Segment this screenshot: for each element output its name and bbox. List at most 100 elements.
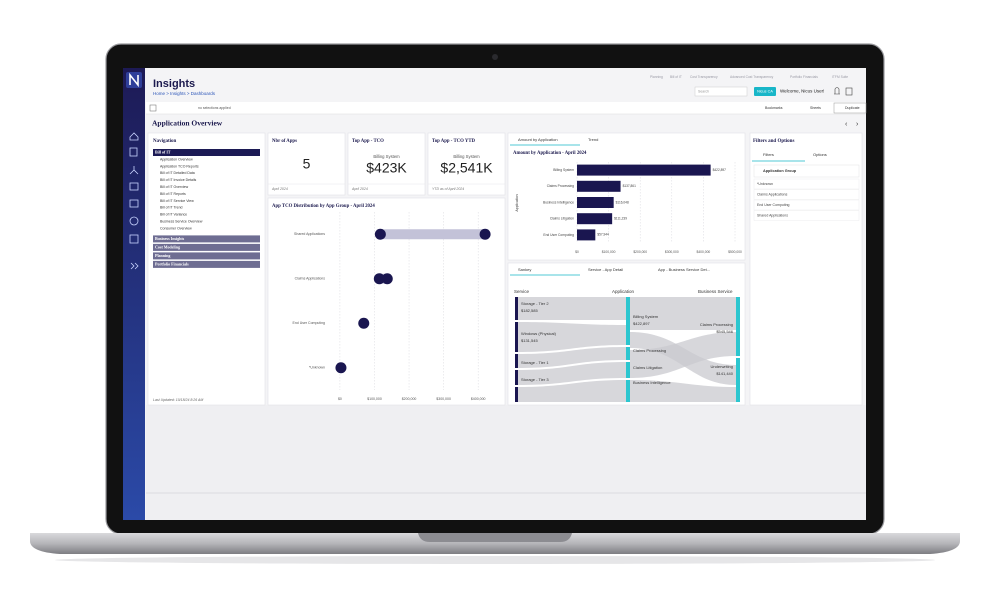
sankey-label: $141,440	[716, 371, 733, 376]
kpi-value: $2,541K	[440, 160, 493, 176]
nav-item[interactable]: Bill of IT Overview	[160, 185, 189, 189]
nav-item[interactable]: Bill of IT Reports	[160, 192, 186, 196]
kpi-value: $423K	[366, 160, 407, 176]
nav-item[interactable]: Bill of IT Detailed Data	[160, 171, 195, 175]
sankey-label: Claims Processing	[700, 322, 733, 327]
top-nav-item[interactable]: ITFM Suite	[832, 75, 848, 79]
user-badge[interactable]	[754, 87, 776, 96]
duplicate-button[interactable]	[833, 102, 867, 114]
icon-table[interactable]	[129, 199, 139, 208]
sankey-label: Underwriting	[711, 364, 733, 369]
tab-amount[interactable]: Amount by Application	[518, 137, 558, 142]
search-box[interactable]	[694, 86, 748, 97]
filter-item[interactable]	[753, 178, 860, 190]
node	[626, 380, 630, 402]
sankey-labels: Storage - Tier 2 $182,585 Windows (Physi…	[521, 301, 734, 385]
dot-chart: $0 $100,000 $200,000 $300,000 $400,000 Shared…	[293, 212, 491, 401]
nav-section[interactable]	[153, 243, 260, 251]
nav-item[interactable]: Bill of IT Variance	[160, 213, 187, 217]
nav-item[interactable]: Bill of IT Invoice Details	[160, 178, 197, 182]
next-sheet[interactable]: ›	[856, 121, 859, 128]
options-tab[interactable]: Options	[813, 152, 827, 157]
nav-section-label: Cost Modeling	[155, 245, 180, 250]
bar-chart-title: Amount by Application - April 2024	[513, 151, 587, 156]
tab-trend[interactable]: Trend	[588, 137, 598, 142]
filter-item-label: End User Computing	[757, 203, 790, 207]
icon-expand[interactable]	[130, 262, 139, 270]
y-tick-label: Claims Litigation	[550, 217, 574, 221]
welcome: Welcome, Nicus User!	[780, 89, 824, 94]
sankey-column: Application	[612, 289, 635, 294]
top-nav-item[interactable]: Planning	[650, 75, 663, 79]
icon-home[interactable]	[129, 132, 139, 141]
nav-section[interactable]	[153, 260, 260, 268]
breadcrumb[interactable]: Home > Insights > Dashboards	[153, 91, 216, 96]
top-nav-item[interactable]: Cost Transparency	[690, 75, 718, 79]
filters-panel	[749, 132, 863, 406]
filter-group[interactable]	[753, 164, 860, 178]
dot	[374, 228, 386, 240]
y-tick-label: *Unknown	[309, 366, 325, 370]
top-nav-item[interactable]: Portfolio Financials	[790, 75, 818, 79]
icon-calendar[interactable]	[129, 234, 139, 244]
sankey-tab[interactable]: Service - App Detail	[588, 267, 623, 272]
flow	[518, 322, 626, 352]
x-tick-label: $100,000	[602, 250, 616, 254]
nav-section[interactable]	[153, 149, 260, 156]
user-badge-text: Nicus CA	[757, 90, 773, 94]
node	[515, 322, 518, 352]
nav-item[interactable]: Application Overview	[160, 157, 193, 161]
nav-item[interactable]: Bill of IT Service View	[160, 199, 194, 203]
nav-item[interactable]: Consumer Overview	[160, 226, 192, 230]
flow	[630, 380, 736, 402]
selection-status: no selections applied	[198, 106, 231, 110]
nav-section[interactable]	[153, 252, 260, 260]
icon-doc[interactable]	[129, 147, 138, 157]
toolbar	[146, 102, 866, 114]
sheets[interactable]: Sheets	[810, 106, 821, 110]
sankey-label: Claims Litigation	[633, 365, 662, 370]
top-nav-item[interactable]: Advanced Cost Transparency	[730, 75, 774, 79]
camera	[492, 54, 498, 60]
top-nav-item[interactable]: Bill of IT	[670, 75, 682, 79]
x-tick-label: $200,000	[402, 397, 417, 401]
filter-item[interactable]	[753, 210, 860, 221]
kpi-title: Top App - TCO	[352, 139, 384, 144]
sankey-label: Business Intelligence	[633, 380, 671, 385]
kpi-card	[347, 132, 426, 196]
nav-item[interactable]: Business Service Overview	[160, 220, 203, 224]
node	[626, 347, 630, 360]
bell-icon[interactable]	[834, 87, 840, 95]
flow	[518, 362, 626, 385]
filter-items: *Unknown Claims Applications End User Comp…	[753, 178, 860, 221]
y-tick-label: Billing System	[553, 168, 574, 172]
page-title: Application Overview	[152, 119, 223, 128]
filters-title: Filters and Options	[753, 139, 794, 144]
sankey-label: Storage - Tier 2	[521, 301, 549, 306]
x-tick-label: $400,000	[471, 397, 486, 401]
bookmarks[interactable]: Bookmarks	[765, 106, 783, 110]
icon-tree[interactable]	[129, 166, 139, 175]
sankey-tab[interactable]: Sankey	[518, 267, 531, 272]
nav-section[interactable]	[153, 235, 260, 243]
sankey-label: Billing System	[633, 314, 659, 319]
icon-chart[interactable]	[129, 182, 139, 191]
selection-icon[interactable]	[149, 104, 157, 112]
sankey-label: $422,897	[633, 321, 650, 326]
prev-sheet[interactable]: ‹	[845, 121, 848, 128]
filter-item[interactable]	[753, 199, 860, 211]
filters-tab[interactable]: Filters	[763, 152, 774, 157]
sankey-label: $131,545	[521, 338, 538, 343]
filter-item[interactable]	[753, 189, 860, 200]
sidebar-icons	[129, 132, 139, 270]
logout-icon[interactable]	[845, 87, 853, 96]
filter-group-label: Application Group	[763, 169, 797, 173]
sankey-tab[interactable]: App - Business Service Det...	[658, 267, 710, 272]
icon-help[interactable]	[129, 216, 139, 226]
nav-item[interactable]: Application TCO Reports	[160, 164, 199, 168]
kpi-subtitle: Billing System	[373, 154, 400, 159]
kpi-footer: April 2024	[271, 187, 288, 191]
kpi-value: 5	[303, 156, 311, 172]
nav-item[interactable]: Bill of IT Trend	[160, 206, 183, 210]
